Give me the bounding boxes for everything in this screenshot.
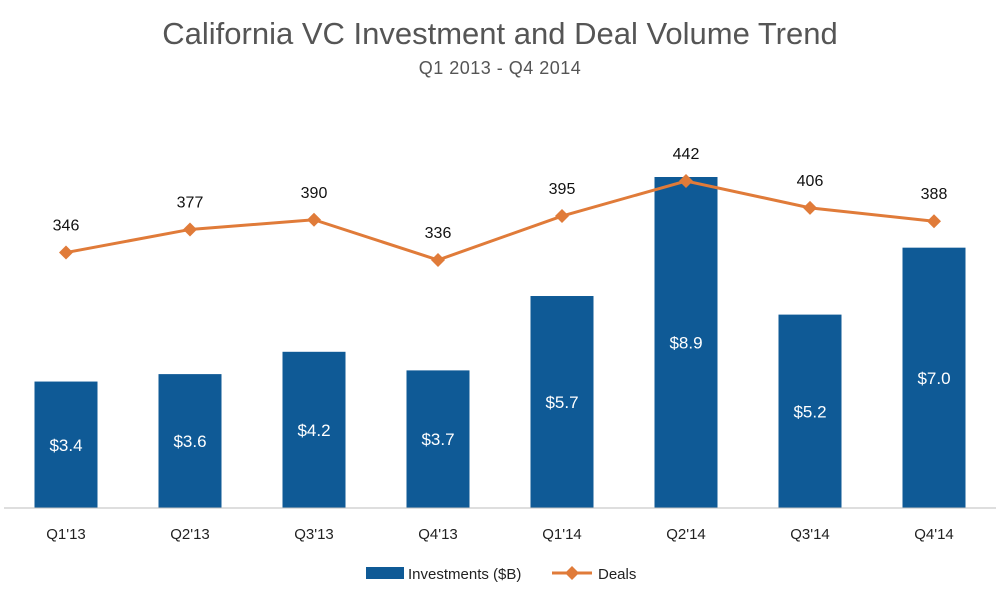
- x-tick-label: Q3'13: [294, 526, 334, 543]
- deals-data-label: 388: [921, 186, 948, 203]
- x-tick-label: Q4'14: [914, 526, 954, 543]
- deals-data-label: 336: [425, 225, 452, 242]
- investment-bar-labels: $3.4 $3.6 $4.2 $3.7 $5.7 $8.9 $5.2 $7.0: [49, 334, 950, 455]
- legend: Investments ($B) Deals: [366, 566, 636, 583]
- deals-data-label: 442: [673, 146, 700, 163]
- investment-bars: [34, 177, 966, 509]
- legend-deals-label: Deals: [598, 566, 636, 583]
- x-tick-label: Q2'14: [666, 526, 706, 543]
- deals-point: [59, 245, 73, 260]
- chart-subtitle: Q1 2013 - Q4 2014: [418, 58, 582, 78]
- investment-bar: [902, 247, 966, 509]
- x-tick-label: Q4'13: [418, 526, 458, 543]
- investment-bar-label: $3.4: [49, 436, 82, 455]
- deals-data-label: 377: [177, 194, 204, 211]
- x-tick-label: Q1'13: [46, 526, 86, 543]
- deals-data-label: 346: [53, 218, 80, 235]
- deals-point: [803, 200, 817, 215]
- investment-bar-label: $4.2: [297, 421, 330, 440]
- legend-investments-label: Investments ($B): [408, 566, 521, 583]
- investment-bar-label: $8.9: [669, 334, 702, 353]
- deals-data-labels: 346 377 390 336 395 442 406 388: [53, 146, 948, 242]
- deals-point: [183, 222, 197, 237]
- deals-point: [555, 209, 569, 224]
- deals-data-label: 406: [797, 173, 824, 190]
- investment-bar: [158, 374, 222, 508]
- investment-bar: [406, 370, 470, 508]
- deals-line: [65, 179, 935, 262]
- deals-point: [679, 174, 693, 188]
- deals-point: [431, 253, 445, 267]
- deals-line-series: [59, 174, 941, 267]
- legend-investments-swatch: [366, 567, 404, 579]
- x-tick-label: Q2'13: [170, 526, 210, 543]
- investment-bar-label: $3.7: [421, 430, 454, 449]
- investment-bar-label: $5.7: [545, 393, 578, 412]
- investment-bar: [530, 296, 594, 508]
- investment-bar: [34, 381, 98, 508]
- deals-point: [927, 214, 941, 229]
- investment-bar: [282, 351, 346, 508]
- investment-bar: [778, 314, 842, 508]
- chart-title: California VC Investment and Deal Volume…: [162, 16, 838, 51]
- legend-deals-marker: [565, 566, 579, 580]
- x-tick-label: Q1'14: [542, 526, 582, 543]
- deals-data-label: 395: [549, 181, 576, 198]
- deals-data-label: 390: [301, 185, 328, 202]
- deals-point: [307, 212, 321, 227]
- x-axis-tick-labels: Q1'13 Q2'13 Q3'13 Q4'13 Q1'14 Q2'14 Q3'14 Q4'14: [46, 526, 954, 543]
- x-tick-label: Q3'14: [790, 526, 830, 543]
- investment-bar-label: $5.2: [793, 402, 826, 421]
- investment-bar: [654, 177, 718, 508]
- investment-bar-label: $7.0: [917, 369, 950, 388]
- investment-bar-label: $3.6: [173, 432, 206, 451]
